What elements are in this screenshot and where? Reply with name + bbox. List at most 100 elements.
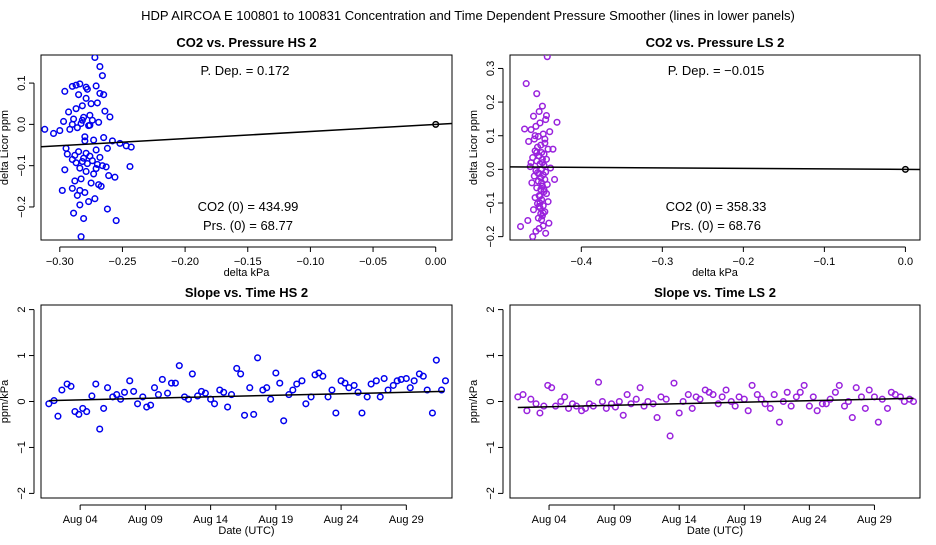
- x-tick-label: −0.05: [359, 256, 387, 268]
- data-point: [532, 122, 540, 130]
- data-point: [410, 377, 418, 385]
- data-point: [533, 184, 541, 192]
- plot-frame: [40, 54, 453, 241]
- y-tick-label: 2: [16, 307, 28, 313]
- data-point: [324, 393, 332, 401]
- data-point: [100, 91, 108, 99]
- data-point: [332, 409, 340, 417]
- data-point: [150, 384, 159, 392]
- x-tick-label: −0.2: [733, 256, 755, 268]
- data-point: [865, 386, 873, 394]
- data-point: [154, 391, 162, 399]
- data-point: [532, 400, 540, 408]
- plot-data-group: [41, 55, 452, 240]
- data-point: [96, 153, 104, 161]
- data-point: [96, 63, 104, 71]
- data-point: [58, 386, 66, 394]
- reference-point: [432, 120, 440, 128]
- data-point: [670, 379, 678, 387]
- data-point: [529, 112, 538, 120]
- data-point: [298, 377, 306, 385]
- data-point: [549, 145, 557, 153]
- panel-title: CO2 vs. Pressure LS 2: [646, 35, 785, 50]
- data-point: [770, 391, 778, 399]
- y-tick-label: 0.1: [16, 75, 28, 90]
- data-point: [532, 227, 540, 235]
- data-point: [545, 219, 553, 227]
- data-point: [130, 387, 138, 395]
- data-point: [835, 381, 843, 389]
- data-point: [538, 155, 546, 163]
- data-point: [77, 119, 85, 128]
- y-axis-label: delta Licor ppm: [468, 110, 480, 185]
- data-point: [813, 407, 821, 415]
- slope-time-hs2-panel: Slope vs. Time HS 2 Aug 04 Aug 09 Aug 14 Aug…: [0, 285, 453, 537]
- data-point: [81, 133, 89, 141]
- data-point: [86, 121, 94, 129]
- data-point: [350, 381, 358, 389]
- data-point: [90, 170, 98, 178]
- data-point: [796, 388, 804, 396]
- co2-intercept-annotation: CO2 (0) = 434.99: [198, 199, 299, 214]
- data-point: [402, 374, 410, 383]
- panel-title: CO2 vs. Pressure HS 2: [176, 35, 316, 50]
- data-point: [167, 379, 176, 387]
- y-axis-label: delta Licor ppm: [0, 110, 11, 185]
- x-tick-label: 0.00: [425, 256, 446, 268]
- data-point: [540, 185, 548, 194]
- data-point: [67, 382, 75, 390]
- y-tick-label: −1: [16, 441, 28, 454]
- data-point: [524, 216, 532, 225]
- data-point: [97, 182, 105, 190]
- reference-point: [901, 165, 909, 173]
- data-point: [175, 362, 183, 370]
- y-tick-label: 1: [485, 352, 497, 358]
- data-point: [90, 136, 98, 144]
- data-point: [96, 425, 104, 433]
- data-point: [188, 370, 196, 378]
- x-tick-label: Aug 29: [389, 514, 424, 526]
- data-point: [111, 173, 119, 181]
- data-point: [538, 179, 546, 187]
- data-point: [171, 379, 179, 387]
- y-tick-label: 0.3: [485, 61, 497, 76]
- data-point: [92, 380, 100, 388]
- data-point: [98, 162, 106, 170]
- data-point: [543, 55, 551, 61]
- data-point: [539, 209, 547, 217]
- x-tick-label: −0.25: [109, 256, 137, 268]
- data-point: [783, 388, 791, 396]
- data-point: [800, 381, 808, 389]
- y-tick-label: −2: [485, 487, 497, 500]
- data-point: [80, 214, 88, 223]
- data-point: [68, 184, 76, 192]
- data-point: [861, 404, 869, 412]
- data-point: [100, 134, 108, 142]
- data-point: [619, 411, 627, 419]
- x-axis-label: Date (UTC): [687, 525, 743, 537]
- data-point: [319, 372, 327, 380]
- data-point: [538, 102, 546, 110]
- data-point: [68, 120, 76, 128]
- data-point: [840, 402, 849, 410]
- data-point: [675, 409, 683, 417]
- data-point: [536, 119, 544, 127]
- x-axis-label: Date (UTC): [218, 525, 274, 537]
- data-point: [75, 410, 83, 418]
- data-point: [744, 407, 752, 415]
- y-axis-label: ppm/kPa: [468, 379, 480, 423]
- data-point: [714, 400, 722, 408]
- data-point: [56, 127, 64, 135]
- x-tick-label: −0.30: [46, 256, 74, 268]
- data-point: [106, 113, 114, 121]
- y-tick-label: −0.1: [485, 192, 497, 214]
- data-point: [250, 410, 258, 418]
- data-point: [531, 132, 539, 140]
- data-point: [542, 116, 550, 124]
- data-point: [615, 397, 623, 406]
- data-point: [120, 388, 129, 396]
- data-point: [662, 395, 670, 403]
- data-point: [103, 384, 112, 392]
- data-point: [92, 165, 100, 173]
- data-point: [546, 164, 555, 172]
